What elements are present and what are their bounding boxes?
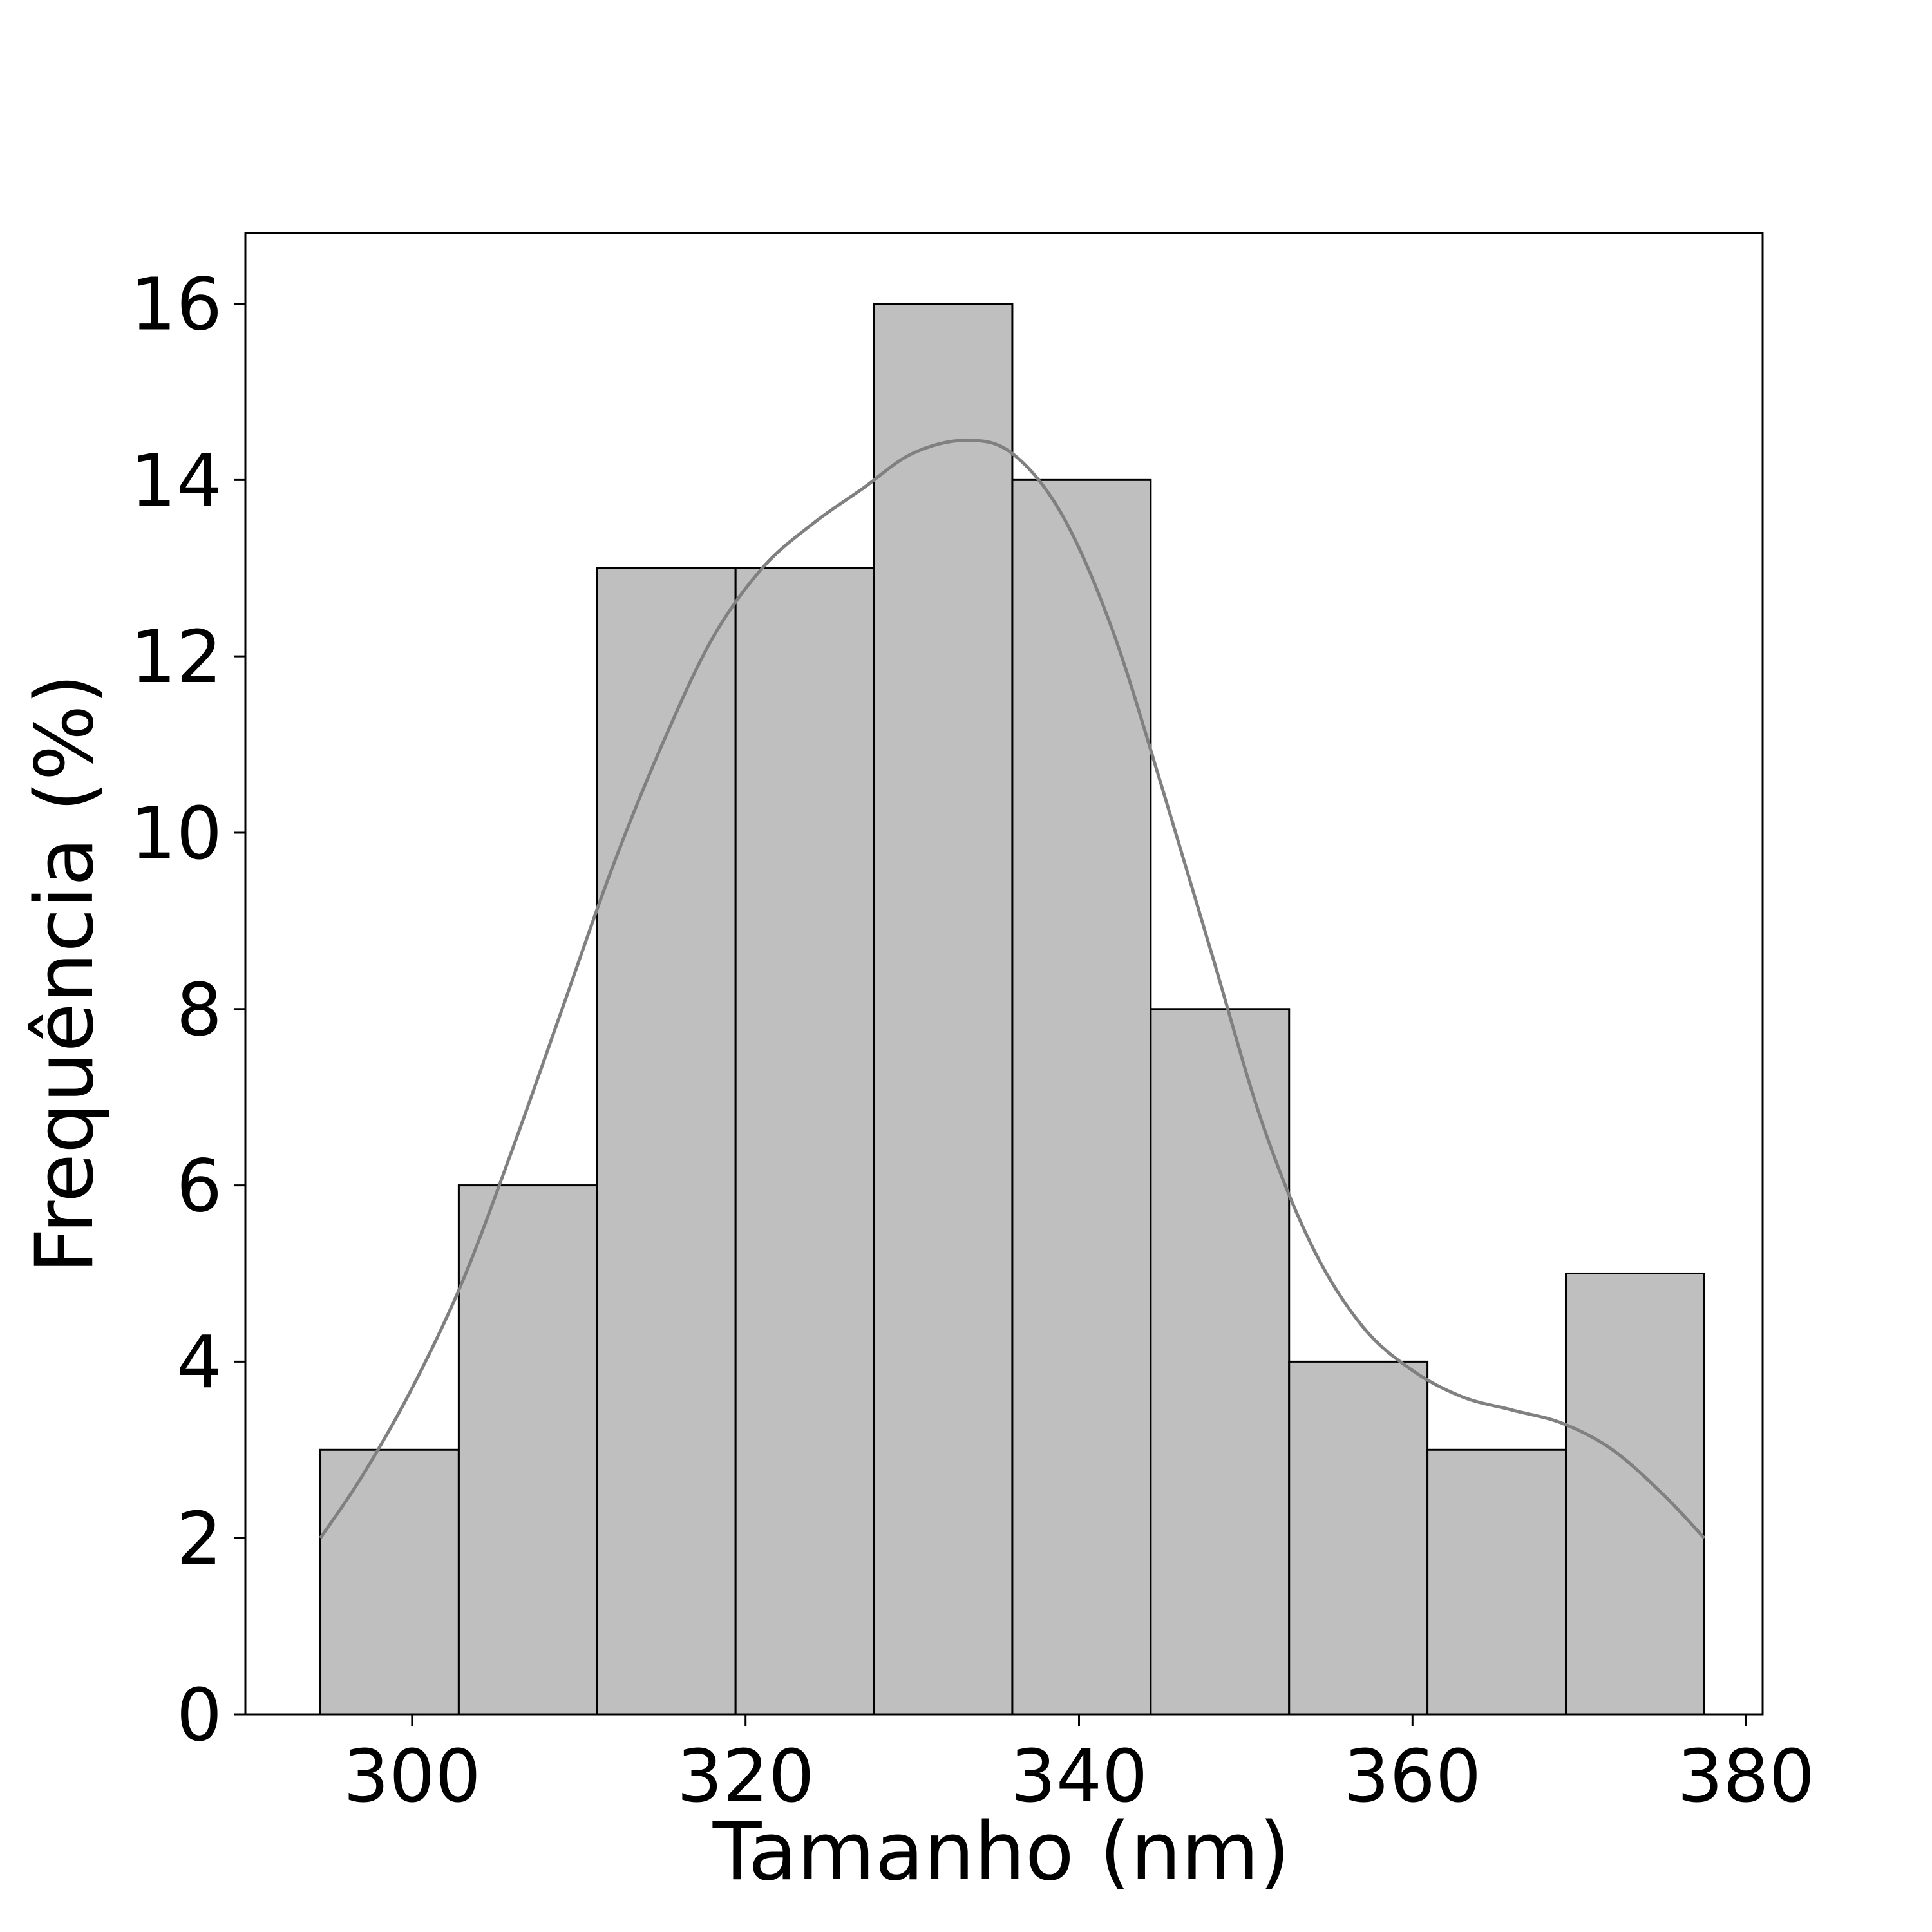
plot-frame [244,232,1764,1716]
histogram-bar-3 [596,567,737,1716]
y-axis-title: Frequência (%) [19,674,111,1274]
histogram-bar-5 [873,303,1014,1716]
histogram-bar-4 [734,567,875,1716]
x-tick-label-360: 360 [1343,1735,1481,1819]
histogram-bar-7 [1150,1008,1291,1716]
y-tick-label-6: 6 [176,1145,222,1229]
x-tick-label-340: 340 [1010,1735,1148,1819]
y-tick-label-14: 14 [130,439,222,523]
x-tick-label-380: 380 [1677,1735,1815,1819]
histogram-bar-6 [1011,478,1152,1716]
y-tick-label-12: 12 [130,616,222,699]
y-axis-ticks: 0 2 4 6 8 10 12 14 16 [130,263,245,1757]
y-tick-label-16: 16 [130,263,222,347]
kde-curve [319,439,1706,1539]
histogram-bars [319,303,1705,1716]
histogram-bar-9 [1426,1448,1567,1716]
x-tick-label-300: 300 [343,1735,481,1819]
x-axis-ticks: 300 320 340 360 380 [343,1714,1815,1819]
x-tick-label-320: 320 [677,1735,815,1819]
histogram-bar-1 [319,1448,460,1716]
y-tick-label-4: 4 [176,1321,222,1405]
histogram-bar-10 [1564,1272,1705,1716]
y-tick-label-8: 8 [176,969,222,1052]
histogram-bar-8 [1288,1360,1429,1716]
x-axis-title: Tamanho (nm) [712,1806,1291,1899]
y-tick-label-0: 0 [176,1674,222,1757]
y-tick-label-10: 10 [130,792,222,876]
y-tick-label-2: 2 [176,1497,222,1581]
histogram-bar-2 [457,1184,598,1716]
